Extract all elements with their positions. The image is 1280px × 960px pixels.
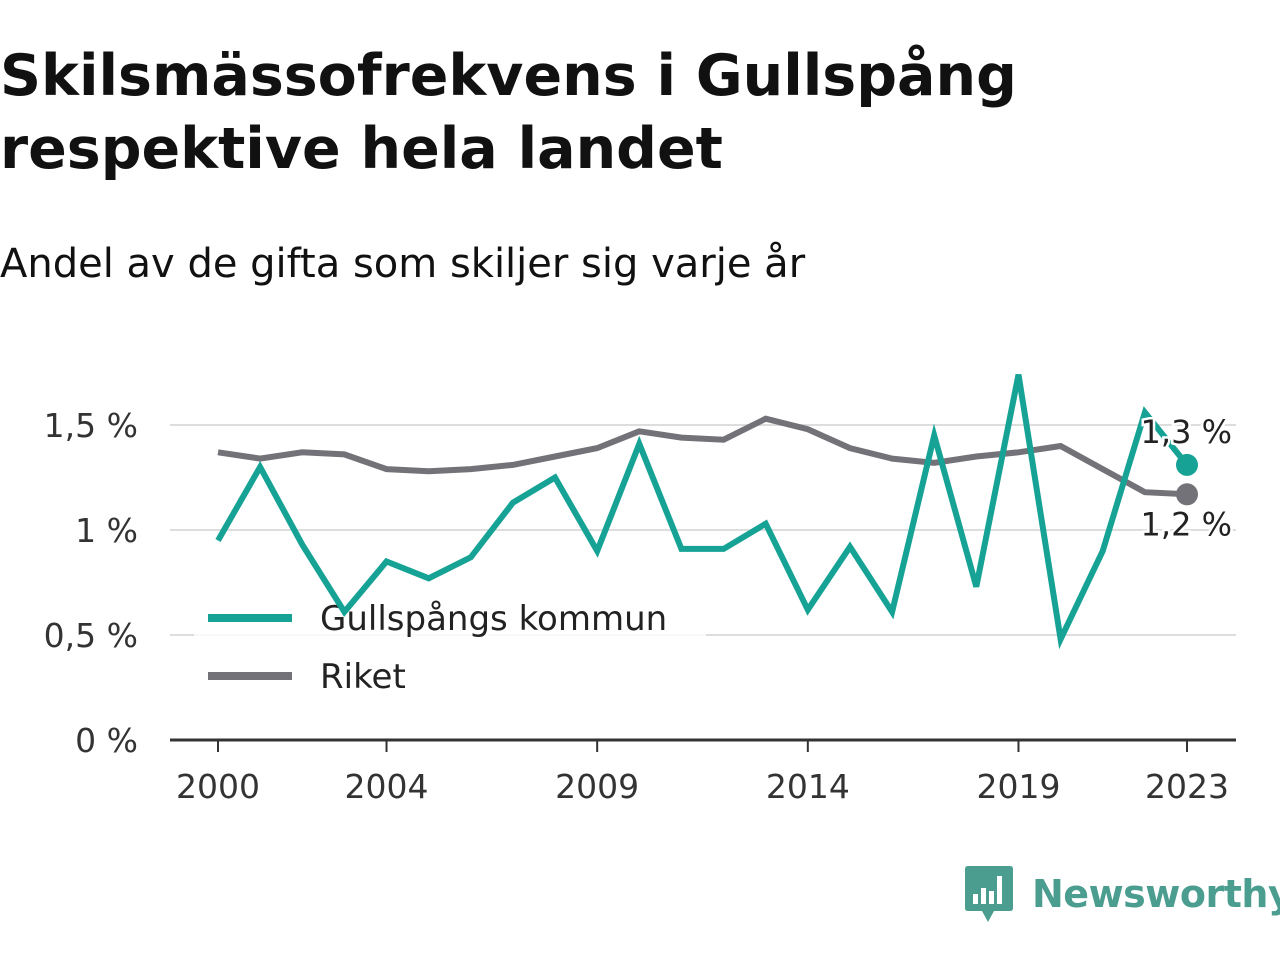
y-tick-label: 0,5 %: [44, 616, 138, 655]
series-line: [215, 374, 1190, 650]
bar-chart-speech-bubble-icon: [965, 866, 1013, 922]
legend: Gullspångs kommun Riket: [194, 592, 706, 714]
end-value-label: 1,2 %: [1141, 505, 1232, 543]
end-point: [1176, 453, 1198, 476]
x-tick-label: 2009: [555, 767, 639, 806]
y-tick-label: 1 %: [75, 511, 138, 550]
series-layer: [215, 374, 1190, 650]
x-tick-label: 2004: [345, 767, 429, 806]
end-point: [1176, 483, 1198, 506]
end-value-label: 1,3 %: [1141, 413, 1232, 451]
chart-subtitle: Andel av de gifta som skiljer sig varje …: [0, 241, 806, 287]
legend-label: Riket: [320, 657, 406, 697]
brand-name: Newsworthy: [1032, 872, 1280, 916]
legend-box: [194, 592, 706, 714]
y-tick-label: 0 %: [75, 721, 138, 760]
x-axis: 2000 2004 2009 2014 2019 2023: [170, 738, 1236, 806]
y-tick-label: 1,5 %: [44, 406, 138, 445]
x-tick-label: 2014: [766, 767, 850, 806]
end-labels: 1,3 % 1,2 %: [1138, 410, 1234, 545]
x-tick-label: 2019: [976, 767, 1060, 806]
legend-label: Gullspångs kommun: [320, 599, 667, 639]
y-axis-ticks: 0 % 0,5 % 1 % 1,5 %: [44, 406, 138, 760]
newsworthy-brand: Newsworthy: [964, 862, 1280, 926]
chart-title: Skilsmässofrekvens i Gullspång respektiv…: [0, 43, 1017, 182]
series-line: [217, 415, 1188, 498]
x-tick-label: 2000: [176, 767, 260, 806]
x-tick-label: 2023: [1145, 767, 1229, 806]
